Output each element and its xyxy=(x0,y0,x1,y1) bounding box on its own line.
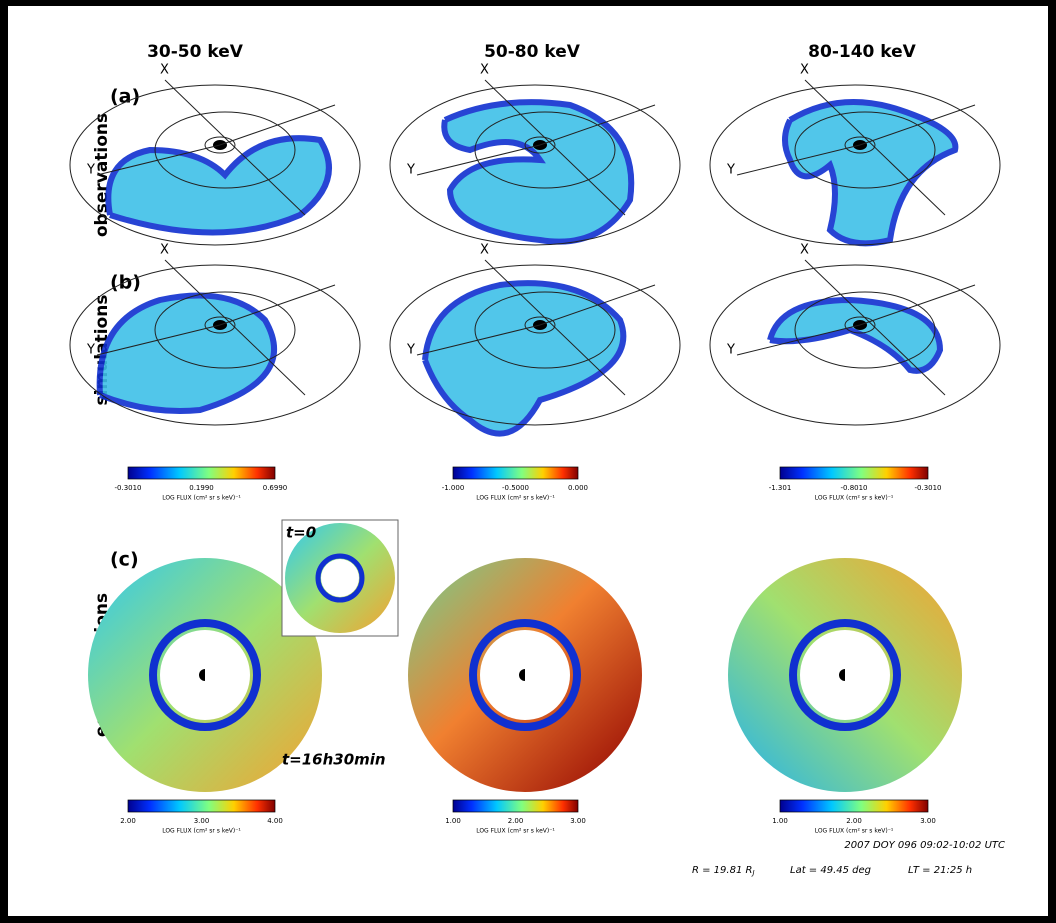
footer-text: Lat = 49.45 deg xyxy=(790,865,871,876)
colorbar-tick-label: -0.8010 xyxy=(840,484,867,492)
panel-label: (c) xyxy=(110,549,139,571)
colorbar-unit: LOG FLUX (cm² sr s keV)⁻¹ xyxy=(476,495,555,502)
colorbar-tick-label: 0.000 xyxy=(568,484,588,492)
footer-text: 2007 DOY 096 09:02-10:02 UTC xyxy=(844,840,1005,851)
panel-label: (a) xyxy=(110,86,140,108)
axis-label: X xyxy=(800,243,809,258)
colorbar xyxy=(453,800,578,812)
colorbar-tick-label: 3.00 xyxy=(920,817,936,825)
axis-label: X xyxy=(800,63,809,78)
colorbar-tick-label: -0.5000 xyxy=(502,484,529,492)
colorbar-unit: LOG FLUX (cm² sr s keV)⁻¹ xyxy=(476,828,555,835)
colorbar-tick-label: -0.3010 xyxy=(914,484,941,492)
colorbar xyxy=(128,467,275,479)
colorbar-tick-label: -0.3010 xyxy=(114,484,141,492)
footer-text: LT = 21:25 h xyxy=(908,865,972,876)
colorbar-tick-label: 4.00 xyxy=(267,817,283,825)
column-header: 30-50 keV xyxy=(147,42,244,62)
axis-label: X xyxy=(480,63,489,78)
footer-radius: R = 19.81 R xyxy=(692,865,752,876)
row-label: observations xyxy=(92,113,112,237)
colorbar-tick-label: 2.00 xyxy=(846,817,862,825)
colorbar-unit: LOG FLUX (cm² sr s keV)⁻¹ xyxy=(815,828,894,835)
footer-text: R = 19.81 RJ xyxy=(692,865,755,877)
axis-label: X xyxy=(160,243,169,258)
axis-label: X xyxy=(480,243,489,258)
colorbar xyxy=(128,800,275,812)
colorbar-tick-label: 1.00 xyxy=(445,817,461,825)
colorbar-tick-label: -1.000 xyxy=(442,484,465,492)
axis-label: X xyxy=(160,63,169,78)
colorbar xyxy=(780,800,928,812)
column-header: 50-80 keV xyxy=(484,42,581,62)
axis-label: Y xyxy=(406,163,415,178)
annotation: t=0 xyxy=(286,524,316,542)
axis-label: Y xyxy=(406,343,415,358)
column-header: 80-140 keV xyxy=(808,42,916,62)
axis-label: Y xyxy=(86,343,95,358)
colorbar-tick-label: 2.00 xyxy=(508,817,524,825)
annotation: t=16h30min xyxy=(282,751,386,769)
axis-label: Y xyxy=(726,343,735,358)
figure: 30-50 keV 50-80 keV 80-140 keV observati… xyxy=(0,0,1056,923)
colorbar-tick-label: 0.1990 xyxy=(189,484,214,492)
inner-hole xyxy=(321,559,359,597)
colorbar-unit: LOG FLUX (cm² sr s keV)⁻¹ xyxy=(162,828,241,835)
axis-label: Y xyxy=(86,163,95,178)
colorbar-tick-label: 0.6990 xyxy=(263,484,288,492)
colorbar-tick-label: -1.301 xyxy=(769,484,792,492)
colorbar xyxy=(780,467,928,479)
axis-label: Y xyxy=(726,163,735,178)
colorbar-tick-label: 3.00 xyxy=(194,817,210,825)
colorbar-unit: LOG FLUX (cm² sr s keV)⁻¹ xyxy=(815,495,894,502)
colorbar-unit: LOG FLUX (cm² sr s keV)⁻¹ xyxy=(162,495,241,502)
colorbar xyxy=(453,467,578,479)
colorbar-tick-label: 2.00 xyxy=(120,817,136,825)
colorbar-tick-label: 3.00 xyxy=(570,817,586,825)
colorbar-tick-label: 1.00 xyxy=(772,817,788,825)
